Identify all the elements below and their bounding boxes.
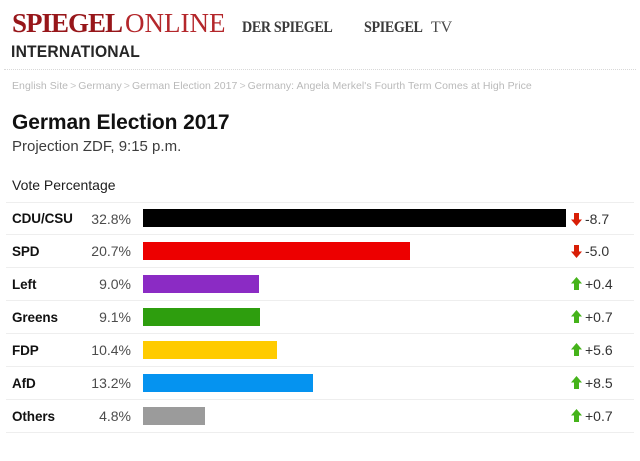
party-percentage: 13.2% <box>91 375 131 391</box>
masthead-divider <box>4 69 636 70</box>
breadcrumb-item-3[interactable]: Germany: Angela Merkel's Fourth Term Com… <box>247 80 532 92</box>
brand-link-spiegel-tv[interactable]: SPIEGEL TV <box>364 19 452 37</box>
brand-der-spiegel-label: DER SPIEGEL <box>241 19 333 36</box>
breadcrumb-separator-icon: > <box>70 80 77 92</box>
brand-nav: DER SPIEGEL SPIEGEL TV <box>242 19 473 37</box>
breadcrumb-item-2[interactable]: German Election 2017 <box>131 80 238 92</box>
page-title: German Election 2017 <box>12 111 230 134</box>
arrow-up-icon <box>570 375 583 391</box>
arrow-up-icon <box>570 276 583 292</box>
change-value: +5.6 <box>585 342 613 358</box>
change-indicator: +8.5 <box>566 375 634 391</box>
bar-row: Greens 9.1% +0.7 <box>6 301 634 334</box>
party-bar <box>143 406 205 425</box>
change-value: -8.7 <box>585 210 610 227</box>
party-label: Greens <box>12 309 58 325</box>
party-percentage: 9.0% <box>99 276 131 292</box>
party-label: Others <box>12 408 55 424</box>
party-percentage: 32.8% <box>91 210 131 227</box>
breadcrumb-separator-icon: > <box>239 80 246 92</box>
bar-track <box>143 400 566 433</box>
logo-online-text: ONLINE <box>125 8 226 38</box>
arrow-down-icon <box>570 211 583 227</box>
breadcrumb-item-0[interactable]: English Site <box>12 80 69 92</box>
change-value: -5.0 <box>585 243 610 259</box>
party-bar <box>143 373 314 392</box>
party-bar <box>143 241 410 260</box>
arrow-up-icon <box>570 309 583 325</box>
party-label: Left <box>12 276 37 292</box>
arrow-down-icon <box>570 243 583 259</box>
party-label: AfD <box>12 375 36 391</box>
site-masthead: SPIEGEL ONLINE DER SPIEGEL SPIEGEL TV <box>0 0 640 38</box>
bar-row: Others 4.8% +0.7 <box>6 400 634 433</box>
bar-row: SPD 20.7% -5.0 <box>6 235 634 268</box>
change-indicator: +0.4 <box>566 276 634 292</box>
chart-axis-label: Vote Percentage <box>12 177 116 193</box>
bar-track <box>143 334 566 367</box>
party-label: SPD <box>12 243 40 259</box>
party-percentage: 4.8% <box>99 408 131 424</box>
arrow-up-icon <box>570 408 583 424</box>
change-indicator: +5.6 <box>566 342 634 358</box>
change-value: +8.5 <box>585 375 613 391</box>
party-bar <box>143 340 278 359</box>
bar-row: AfD 13.2% +8.5 <box>6 367 634 400</box>
bar-track <box>143 202 566 235</box>
bar-track <box>143 268 566 301</box>
section-title-international[interactable]: INTERNATIONAL <box>11 42 140 61</box>
party-bar <box>143 307 261 326</box>
party-label: CDU/CSU <box>12 211 73 226</box>
chart-header: German Election 2017 Projection ZDF, 9:1… <box>0 93 640 157</box>
breadcrumb-separator-icon: > <box>123 80 130 92</box>
chart-subtitle: Projection ZDF, 9:15 p.m. <box>12 138 182 155</box>
change-indicator: +0.7 <box>566 408 634 424</box>
change-value: +0.7 <box>585 309 613 325</box>
change-value: +0.7 <box>585 408 613 424</box>
logo-spiegel-text: SPIEGEL <box>12 8 123 38</box>
bar-row: CDU/CSU 32.8% -8.7 <box>6 202 634 235</box>
party-percentage: 9.1% <box>99 309 131 325</box>
change-indicator: -8.7 <box>566 211 634 227</box>
party-bar <box>143 209 566 227</box>
brand-link-der-spiegel[interactable]: DER SPIEGEL <box>242 19 345 37</box>
brand-spiegel-label: SPIEGEL <box>364 19 423 36</box>
breadcrumb: English Site > Germany > German Election 201… <box>0 70 640 93</box>
arrow-up-icon <box>570 342 583 358</box>
party-bar <box>143 274 260 293</box>
change-indicator: -5.0 <box>566 243 634 259</box>
bar-track <box>143 235 566 268</box>
bar-track <box>143 367 566 400</box>
bar-track <box>143 301 566 334</box>
brand-tv-label: TV <box>430 19 453 36</box>
party-percentage: 20.7% <box>91 243 131 259</box>
change-indicator: +0.7 <box>566 309 634 325</box>
party-percentage: 10.4% <box>91 342 131 358</box>
bar-row: FDP 10.4% +5.6 <box>6 334 634 367</box>
bar-row: Left 9.0% +0.4 <box>6 268 634 301</box>
spiegel-online-logo[interactable]: SPIEGEL ONLINE <box>12 8 226 38</box>
breadcrumb-item-1[interactable]: Germany <box>78 80 122 92</box>
change-value: +0.4 <box>585 276 613 292</box>
vote-percentage-bar-chart: CDU/CSU 32.8% -8.7 SPD 20.7% -5.0 Left 9.0% +0.4… <box>0 202 640 433</box>
party-label: FDP <box>12 342 39 358</box>
